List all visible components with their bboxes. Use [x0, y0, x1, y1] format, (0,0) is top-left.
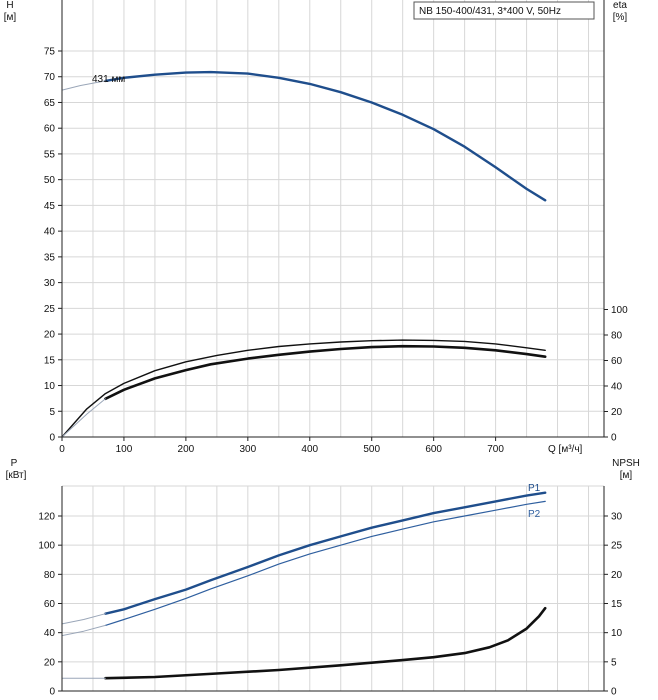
- bottom-right-tick-label: 0: [611, 687, 617, 698]
- bottom-left-tick-label: 60: [44, 599, 56, 610]
- top-gridlines: [62, 0, 604, 437]
- top-left-tick-label: 40: [44, 227, 56, 238]
- top-left-tick-label: 30: [44, 278, 56, 289]
- top-left-tick-label: 5: [49, 407, 55, 418]
- bottom-series-2: [61, 613, 106, 625]
- x-tick-label: 0: [59, 444, 65, 455]
- npsh-axis-label-line2: [м]: [620, 470, 633, 481]
- bottom-left-tick-label: 80: [44, 570, 56, 581]
- eta-axis-label-line1: eta: [613, 0, 627, 11]
- top-series-lines: [61, 70, 547, 438]
- top-left-tick-label: 25: [44, 304, 56, 315]
- top-left-tick-label: 75: [44, 47, 56, 58]
- top-right-tick-label: 0: [611, 433, 617, 444]
- top-left-tick-label: 20: [44, 330, 56, 341]
- top-right-tick-label: 100: [611, 305, 628, 316]
- top-series-3: [104, 344, 547, 401]
- p-axis-label-line2: [кВт]: [6, 470, 27, 481]
- bottom-series-lines: [61, 491, 547, 680]
- legend-text: NB 150-400/431, 3*400 V, 50Hz: [419, 6, 561, 17]
- series-431-мм: [104, 70, 547, 202]
- top-right-tick-label: 60: [611, 356, 623, 367]
- p2-label: P2: [528, 509, 541, 520]
- bottom-right-tick-label: 5: [611, 657, 617, 668]
- x-tick-label: 400: [301, 444, 318, 455]
- series-p1: [104, 491, 547, 615]
- top-series-1: [61, 80, 106, 91]
- top-left-tick-label: 50: [44, 175, 56, 186]
- bottom-axes: [61, 486, 605, 692]
- bottom-left-tick-label: 40: [44, 628, 56, 639]
- bottom-gridlines: [62, 485, 604, 691]
- top-axes: [61, 0, 605, 438]
- p1-label: P1: [528, 483, 541, 494]
- top-left-tick-label: 70: [44, 72, 56, 83]
- bottom-left-tick-label: 20: [44, 657, 56, 668]
- bottom-right-tick-label: 15: [611, 599, 623, 610]
- top-left-tick-label: 45: [44, 201, 56, 212]
- x-tick-label: 100: [116, 444, 133, 455]
- bottom-right-tick-label: 25: [611, 541, 623, 552]
- top-series-2: [61, 339, 546, 438]
- top-tick-labels: 0 5 10 15 20 25 30 35 40 45 50 55 60 65 70 75 0 20 40 60 80 1…: [44, 47, 628, 456]
- x-tick-label: 300: [239, 444, 256, 455]
- bottom-right-tick-label: 30: [611, 512, 623, 523]
- series-p2: [104, 500, 546, 627]
- top-right-tick-label: 80: [611, 331, 623, 342]
- top-left-tick-label: 65: [44, 98, 56, 109]
- top-series-4: [61, 398, 106, 438]
- top-left-tick-label: 10: [44, 381, 56, 392]
- bottom-left-tick-label: 100: [38, 541, 55, 552]
- q-axis-label: Q [м³/ч]: [548, 444, 583, 455]
- x-tick-label: 500: [363, 444, 380, 455]
- h-axis-label-line1: H: [6, 0, 13, 11]
- bottom-series-4: [104, 606, 547, 680]
- eta-axis-label-line2: [%]: [613, 12, 628, 23]
- x-tick-label: 700: [487, 444, 504, 455]
- legend-box: [413, 1, 595, 20]
- p-axis-label-line1: P: [11, 458, 18, 469]
- bottom-series-3: [61, 624, 106, 637]
- curve-label-431: 431 мм: [92, 74, 125, 85]
- h-axis-label-line2: [м]: [4, 12, 17, 23]
- top-left-tick-label: 55: [44, 149, 56, 160]
- top-left-tick-label: 15: [44, 355, 56, 366]
- bottom-tick-labels: 0 20 40 60 80 100 120 0 5 10 15 20 25 30: [38, 512, 622, 698]
- bottom-right-tick-label: 20: [611, 570, 623, 581]
- top-left-tick-label: 0: [49, 433, 55, 444]
- bottom-right-tick-label: 10: [611, 628, 623, 639]
- top-left-tick-label: 35: [44, 252, 56, 263]
- top-right-tick-label: 20: [611, 407, 623, 418]
- top-left-tick-label: 60: [44, 124, 56, 135]
- top-right-tick-label: 40: [611, 382, 623, 393]
- x-tick-label: 600: [425, 444, 442, 455]
- bottom-left-tick-label: 0: [49, 687, 55, 698]
- npsh-axis-label-line1: NPSH: [612, 458, 640, 469]
- x-tick-label: 200: [178, 444, 195, 455]
- bottom-left-tick-label: 120: [38, 512, 55, 523]
